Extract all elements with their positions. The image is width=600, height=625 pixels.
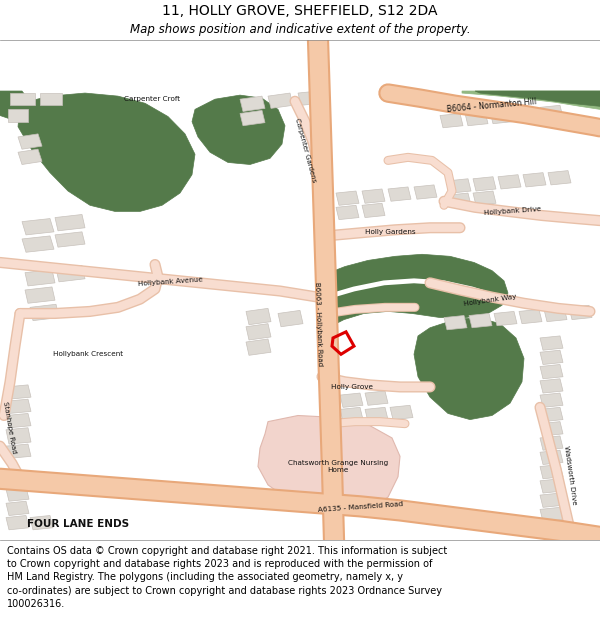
Polygon shape [548,171,571,185]
Polygon shape [540,408,563,422]
Text: Holly Grove: Holly Grove [331,384,373,390]
Text: Contains OS data © Crown copyright and database right 2021. This information is : Contains OS data © Crown copyright and d… [7,546,448,609]
Polygon shape [278,311,303,327]
Polygon shape [298,91,321,105]
Polygon shape [494,311,517,326]
Polygon shape [336,191,359,205]
Polygon shape [10,93,35,105]
Polygon shape [246,308,271,325]
Polygon shape [490,109,513,124]
Polygon shape [440,114,463,128]
Text: Hollybank Drive: Hollybank Drive [483,206,541,216]
Polygon shape [246,324,271,340]
Polygon shape [240,111,265,126]
Polygon shape [322,254,508,328]
Polygon shape [6,428,31,444]
Text: Hollybank Crescent: Hollybank Crescent [53,351,123,358]
Polygon shape [6,487,29,501]
Polygon shape [6,385,31,399]
Polygon shape [473,191,496,205]
Polygon shape [362,189,385,203]
Polygon shape [6,501,29,516]
Polygon shape [540,336,563,350]
Polygon shape [540,422,563,436]
Text: B6063 - Hollybank Road: B6063 - Hollybank Road [314,281,322,366]
Polygon shape [475,91,600,106]
Polygon shape [30,516,53,530]
Polygon shape [0,91,28,119]
Polygon shape [540,393,563,408]
Polygon shape [6,399,31,414]
Polygon shape [414,185,437,199]
Text: Map shows position and indicative extent of the property.: Map shows position and indicative extent… [130,24,470,36]
Polygon shape [448,193,471,208]
Polygon shape [540,379,563,393]
Polygon shape [362,203,385,217]
Polygon shape [469,314,492,328]
Text: Hollybank Way: Hollybank Way [463,294,517,307]
Polygon shape [246,339,271,355]
Polygon shape [22,236,54,252]
Polygon shape [6,516,29,530]
Polygon shape [523,173,546,187]
Polygon shape [340,408,363,422]
Polygon shape [444,316,467,330]
Polygon shape [540,350,563,364]
Polygon shape [192,95,285,164]
Polygon shape [55,214,85,231]
Polygon shape [473,177,496,191]
Polygon shape [365,391,388,405]
Polygon shape [6,414,31,428]
Polygon shape [519,309,542,324]
Text: Holly Gardens: Holly Gardens [365,229,415,235]
Polygon shape [18,149,42,164]
Polygon shape [540,493,563,508]
Text: Chatsworth Grange Nursing
Home: Chatsworth Grange Nursing Home [288,460,388,473]
Polygon shape [465,111,488,126]
Polygon shape [365,408,388,422]
Polygon shape [55,232,85,247]
Polygon shape [569,305,592,319]
Polygon shape [540,479,563,493]
Polygon shape [388,187,411,201]
Polygon shape [340,393,363,408]
Polygon shape [8,109,28,122]
Polygon shape [448,179,471,193]
Polygon shape [540,450,563,464]
Polygon shape [25,269,55,286]
Polygon shape [336,205,359,219]
Polygon shape [18,134,42,149]
Polygon shape [6,444,31,458]
Polygon shape [540,364,563,379]
Polygon shape [515,107,538,122]
Polygon shape [40,93,62,105]
Text: Carpenter Croft: Carpenter Croft [124,96,180,102]
Polygon shape [30,304,59,321]
Polygon shape [56,266,85,282]
Polygon shape [25,287,55,303]
Polygon shape [540,508,563,522]
Polygon shape [498,175,521,189]
Text: Wadsworth Drive: Wadsworth Drive [563,445,577,504]
Text: A6135 - Mansfield Road: A6135 - Mansfield Road [317,501,403,513]
Polygon shape [462,91,600,109]
Polygon shape [540,436,563,450]
Text: FOUR LANE ENDS: FOUR LANE ENDS [27,519,129,529]
Polygon shape [18,93,195,211]
Polygon shape [544,308,567,322]
Text: B6064 - Normanton Hill: B6064 - Normanton Hill [447,97,537,114]
Polygon shape [414,318,524,419]
Polygon shape [240,96,265,111]
Polygon shape [390,405,413,419]
Text: 11, HOLLY GROVE, SHEFFIELD, S12 2DA: 11, HOLLY GROVE, SHEFFIELD, S12 2DA [162,4,438,18]
Polygon shape [258,416,400,514]
Polygon shape [540,105,563,119]
Text: Carpenter Gardens: Carpenter Gardens [293,118,316,183]
Text: Stanhope Road: Stanhope Road [2,401,17,454]
Text: Hollybank Avenue: Hollybank Avenue [137,277,203,287]
Polygon shape [540,464,563,479]
Polygon shape [22,219,54,235]
Polygon shape [268,93,293,108]
